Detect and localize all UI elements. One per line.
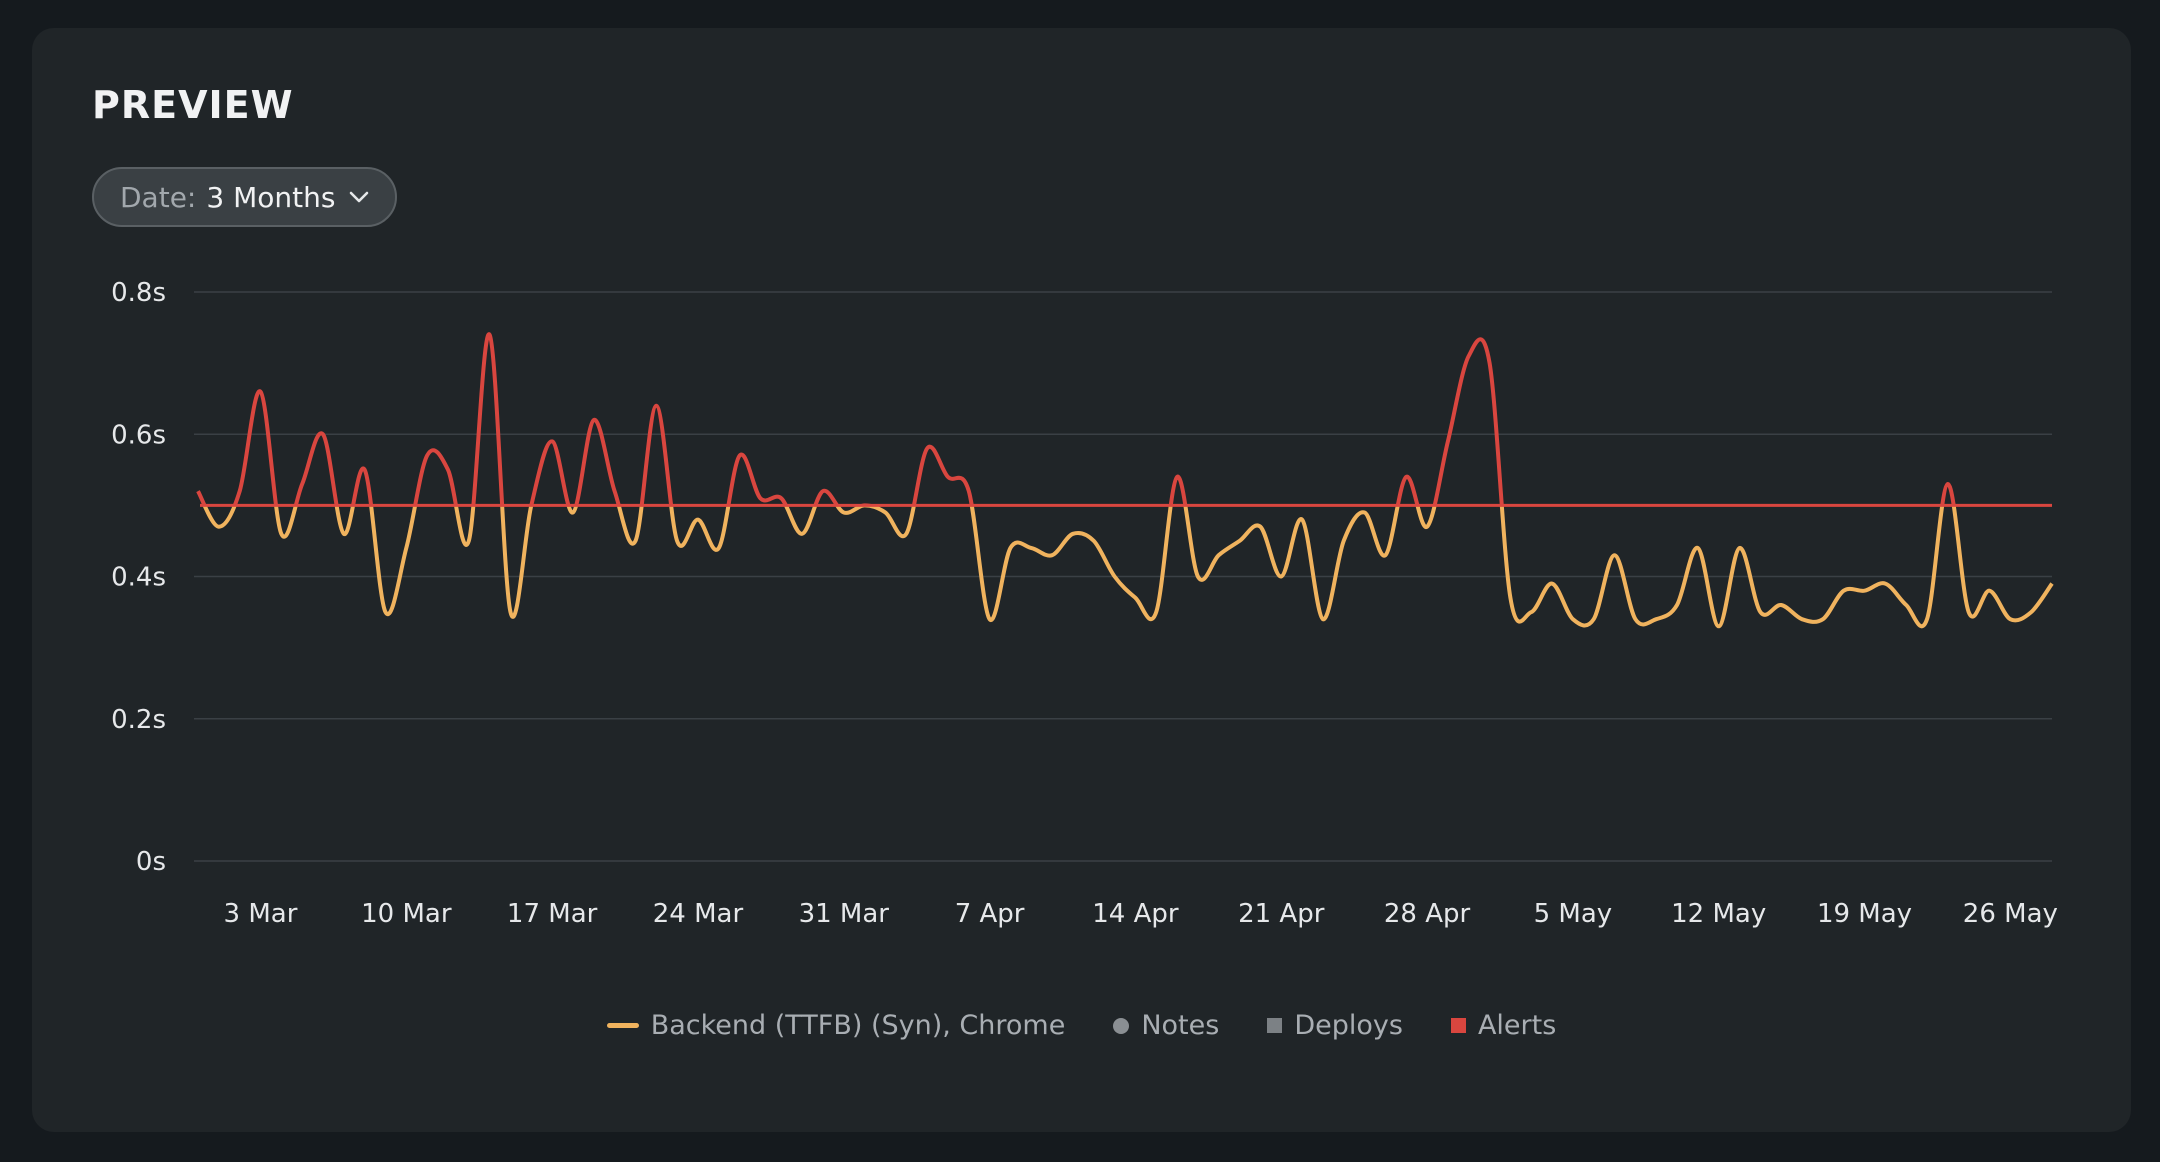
legend-item-alerts[interactable]: Alerts [1450,1010,1557,1041]
y-tick-label: 0.8s [111,278,166,308]
line-chart: 0s 0.2s 0.4s 0.6s 0.8s 3 Mar 10 Mar 17 Mar 24 M… [111,278,2058,929]
y-tick-label: 0s [136,847,166,877]
x-tick-label: 5 May [1534,899,1613,929]
x-tick-label: 21 Apr [1238,899,1325,929]
alerts-square-icon [1450,1018,1466,1033]
x-tick-label: 3 Mar [224,899,298,929]
legend-label: Notes [1141,1010,1220,1041]
date-range-dropdown[interactable]: Date: 3 Months [92,167,398,227]
x-tick-label: 17 Mar [507,899,598,929]
series-line-above-threshold [196,332,1956,506]
legend-label: Deploys [1294,1010,1403,1041]
legend-label: Alerts [1477,1010,1557,1041]
x-tick-label: 7 Apr [955,899,1025,929]
y-axis-ticks: 0s 0.2s 0.4s 0.6s 0.8s [111,278,166,877]
x-tick-label: 31 Mar [799,899,890,929]
legend-item-backend-ttfb[interactable]: Backend (TTFB) (Syn), Chrome [606,1010,1066,1041]
x-tick-label: 19 May [1817,899,1912,929]
panel-title: PREVIEW [92,83,294,127]
x-tick-label: 28 Apr [1384,899,1471,929]
y-tick-label: 0.6s [111,420,166,450]
grid-lines [194,291,2052,862]
notes-dot-icon [1113,1017,1130,1034]
series-line-below-threshold [202,505,2054,629]
chart-legend: Backend (TTFB) (Syn), Chrome Notes Deplo… [32,1010,2131,1041]
x-tick-label: 24 Mar [653,899,744,929]
x-tick-label: 12 May [1671,899,1766,929]
y-tick-label: 0.4s [111,563,166,593]
preview-panel: PREVIEW Date: 3 Months 0s 0.2s 0.4s 0.6s 0.8… [32,28,2131,1132]
deploys-square-icon [1267,1018,1283,1033]
y-tick-label: 0.2s [111,705,166,735]
legend-label: Backend (TTFB) (Syn), Chrome [650,1010,1066,1041]
legend-item-deploys[interactable]: Deploys [1267,1010,1403,1041]
x-tick-label: 14 Apr [1092,899,1179,929]
date-filter-label: Date: [120,180,197,214]
legend-item-notes[interactable]: Notes [1113,1010,1219,1041]
x-tick-label: 26 May [1963,899,2058,929]
series-layer [196,332,2054,629]
x-tick-label: 10 Mar [361,899,452,929]
legend-line-swatch [606,1023,639,1028]
chevron-down-icon [349,190,369,204]
date-filter-value: 3 Months [206,180,336,214]
x-axis-ticks: 3 Mar 10 Mar 17 Mar 24 Mar 31 Mar 7 Apr 14 Apr… [224,899,2058,929]
